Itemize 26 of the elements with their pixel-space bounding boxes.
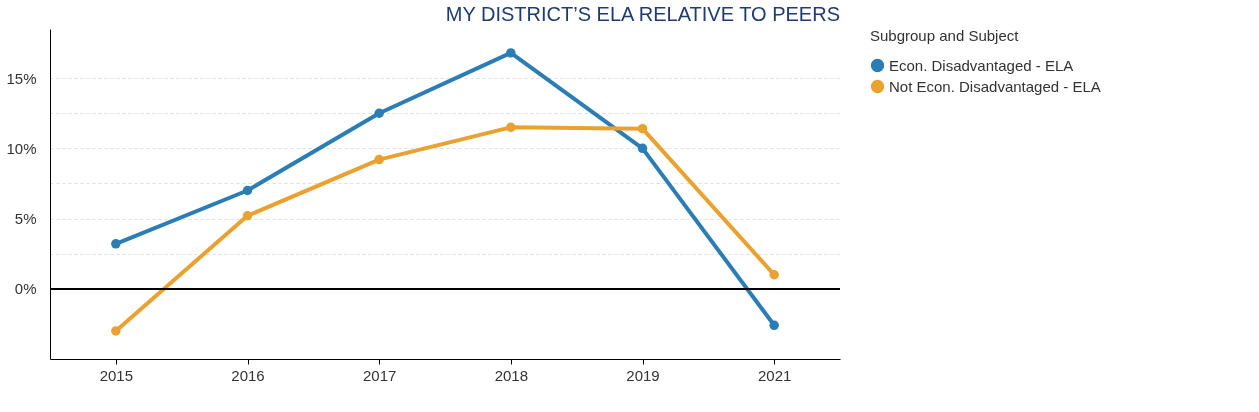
point bbox=[506, 48, 516, 58]
legend-label: Not Econ. Disadvantaged - ELA bbox=[889, 77, 1101, 95]
y-tick-label: 15% bbox=[6, 69, 37, 87]
point bbox=[242, 211, 253, 221]
point bbox=[637, 143, 648, 154]
point bbox=[769, 320, 779, 331]
x-tick-label: 2019 bbox=[626, 366, 660, 384]
legend-title: Subgroup and Subject bbox=[870, 27, 1020, 44]
y-tick-label: 10% bbox=[6, 139, 37, 157]
legend-label: Econ. Disadvantaged - ELA bbox=[889, 56, 1074, 74]
chart-title: MY DISTRICT’S ELA RELATIVE TO PEERS bbox=[445, 3, 840, 25]
x-tick-label: 2016 bbox=[231, 366, 265, 384]
point bbox=[111, 239, 121, 249]
x-tick-label: 2017 bbox=[362, 366, 397, 384]
point bbox=[506, 122, 516, 133]
point bbox=[374, 108, 384, 118]
point bbox=[374, 154, 384, 165]
point bbox=[111, 326, 121, 336]
point bbox=[242, 185, 253, 196]
x-tick-label: 2018 bbox=[494, 366, 529, 384]
x-tick-label: 2015 bbox=[99, 366, 134, 384]
point bbox=[637, 123, 648, 134]
y-tick-label: 0% bbox=[14, 280, 37, 298]
x-tick-label: 2021 bbox=[757, 366, 792, 384]
point bbox=[769, 270, 779, 280]
y-tick-label: 5% bbox=[14, 210, 37, 228]
